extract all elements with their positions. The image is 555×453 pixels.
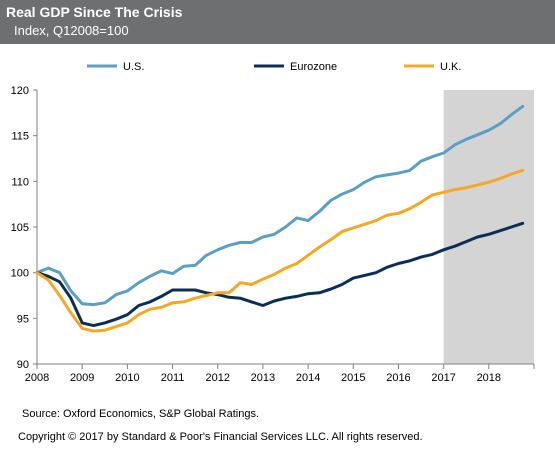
legend-label: U.S. <box>123 61 144 73</box>
series-layer <box>35 104 525 333</box>
x-tick-label: 2017 <box>431 372 455 384</box>
x-tick-label: 2013 <box>251 372 275 384</box>
x-tick-label: 2014 <box>296 372 320 384</box>
y-tick-label: 115 <box>11 131 29 143</box>
legend-label: U.K. <box>440 61 461 73</box>
source-note: Source: Oxford Economics, S&P Global Rat… <box>22 408 260 420</box>
y-tick-label: 100 <box>11 268 29 280</box>
legend: U.S. Eurozone U.K. <box>87 61 461 73</box>
axes: 90 95 100 105 110 115 120 2008 2009 2010 2011 2012 2… <box>11 85 535 384</box>
x-tick-label: 2015 <box>341 372 365 384</box>
y-tick-label: 105 <box>11 222 29 234</box>
series-line-uk <box>35 168 525 333</box>
forecast-shading-layer <box>443 90 534 364</box>
legend-label: Eurozone <box>290 61 337 73</box>
series-line-us <box>35 104 525 307</box>
x-tick-label: 2010 <box>115 372 139 384</box>
x-tick-label: 2009 <box>70 372 94 384</box>
x-tick-label: 2008 <box>25 372 49 384</box>
y-tick-label: 110 <box>11 176 29 188</box>
y-tick-label: 95 <box>17 313 29 325</box>
y-tick-label: 120 <box>11 85 29 97</box>
chart-subtitle: Index, Q12008=100 <box>14 23 129 38</box>
copyright-note: Copyright © 2017 by Standard & Poor's Fi… <box>18 431 423 443</box>
x-tick-label: 2018 <box>477 372 501 384</box>
series-line-eurozone <box>35 221 525 328</box>
chart-header: Real GDP Since The Crisis Index, Q12008=… <box>0 0 555 44</box>
forecast-shade <box>443 90 534 364</box>
gdp-line-chart: 90 95 100 105 110 115 120 2008 2009 2010 2011 2012 2… <box>11 61 535 384</box>
x-tick-label: 2012 <box>205 372 229 384</box>
chart-title: Real GDP Since The Crisis <box>6 4 183 20</box>
x-tick-label: 2011 <box>161 372 185 384</box>
x-tick-label: 2016 <box>386 372 410 384</box>
y-tick-label: 90 <box>17 359 29 371</box>
